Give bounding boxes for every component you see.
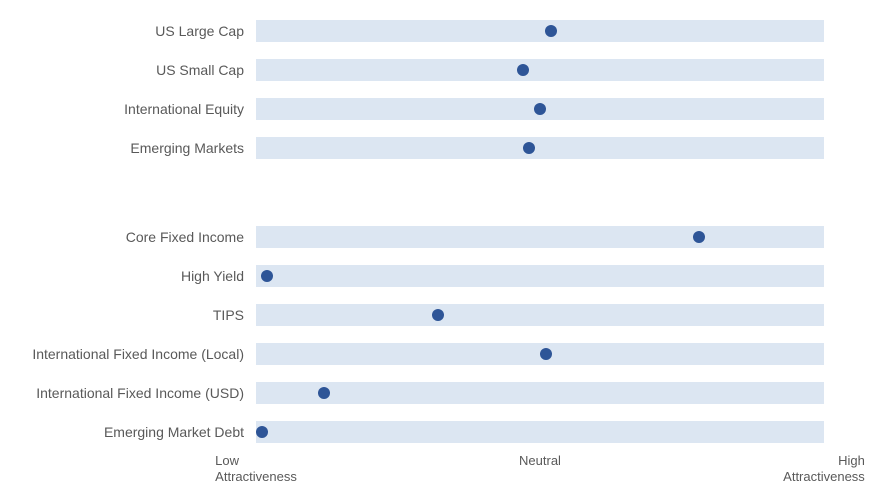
chart-row: Emerging Market Debt — [0, 421, 884, 443]
track-bar — [256, 304, 824, 326]
row-track — [256, 137, 824, 159]
data-point — [523, 142, 535, 154]
track-bar — [256, 265, 824, 287]
row-track — [256, 265, 824, 287]
chart-row: High Yield — [0, 265, 884, 287]
data-point — [318, 387, 330, 399]
chart-row: International Equity — [0, 98, 884, 120]
axis-tick-label: Low Attractiveness — [215, 453, 297, 486]
row-label: US Small Cap — [0, 63, 256, 77]
row-track — [256, 226, 824, 248]
track-bar — [256, 59, 824, 81]
track-bar — [256, 137, 824, 159]
row-track — [256, 343, 824, 365]
row-track — [256, 304, 824, 326]
axis-tick-label: Neutral — [519, 453, 561, 486]
data-point — [256, 426, 268, 438]
row-label: US Large Cap — [0, 24, 256, 38]
chart-row: US Small Cap — [0, 59, 884, 81]
axis-tick-label: High Attractiveness — [783, 453, 865, 486]
data-point — [432, 309, 444, 321]
chart-row: Core Fixed Income — [0, 226, 884, 248]
row-label: High Yield — [0, 269, 256, 283]
row-label: International Fixed Income (USD) — [0, 386, 256, 400]
row-label: Core Fixed Income — [0, 230, 256, 244]
attractiveness-chart: US Large Cap US Small Cap International Eq… — [0, 0, 884, 501]
chart-row: Emerging Markets — [0, 137, 884, 159]
track-bar — [256, 226, 824, 248]
x-axis: Low AttractivenessNeutralHigh Attractive… — [256, 453, 824, 486]
data-point — [693, 231, 705, 243]
track-bar — [256, 20, 824, 42]
row-track — [256, 59, 824, 81]
row-label: International Equity — [0, 102, 256, 116]
chart-row: International Fixed Income (Local) — [0, 343, 884, 365]
data-point — [545, 25, 557, 37]
row-track — [256, 382, 824, 404]
chart-row: International Fixed Income (USD) — [0, 382, 884, 404]
row-track — [256, 20, 824, 42]
data-point — [261, 270, 273, 282]
track-bar — [256, 382, 824, 404]
row-track — [256, 421, 824, 443]
row-label: Emerging Market Debt — [0, 425, 256, 439]
track-bar — [256, 421, 824, 443]
row-label: Emerging Markets — [0, 141, 256, 155]
chart-row: TIPS — [0, 304, 884, 326]
data-point — [517, 64, 529, 76]
row-label: TIPS — [0, 308, 256, 322]
row-track — [256, 98, 824, 120]
data-point — [540, 348, 552, 360]
row-label: International Fixed Income (Local) — [0, 347, 256, 361]
data-point — [534, 103, 546, 115]
chart-row: US Large Cap — [0, 20, 884, 42]
